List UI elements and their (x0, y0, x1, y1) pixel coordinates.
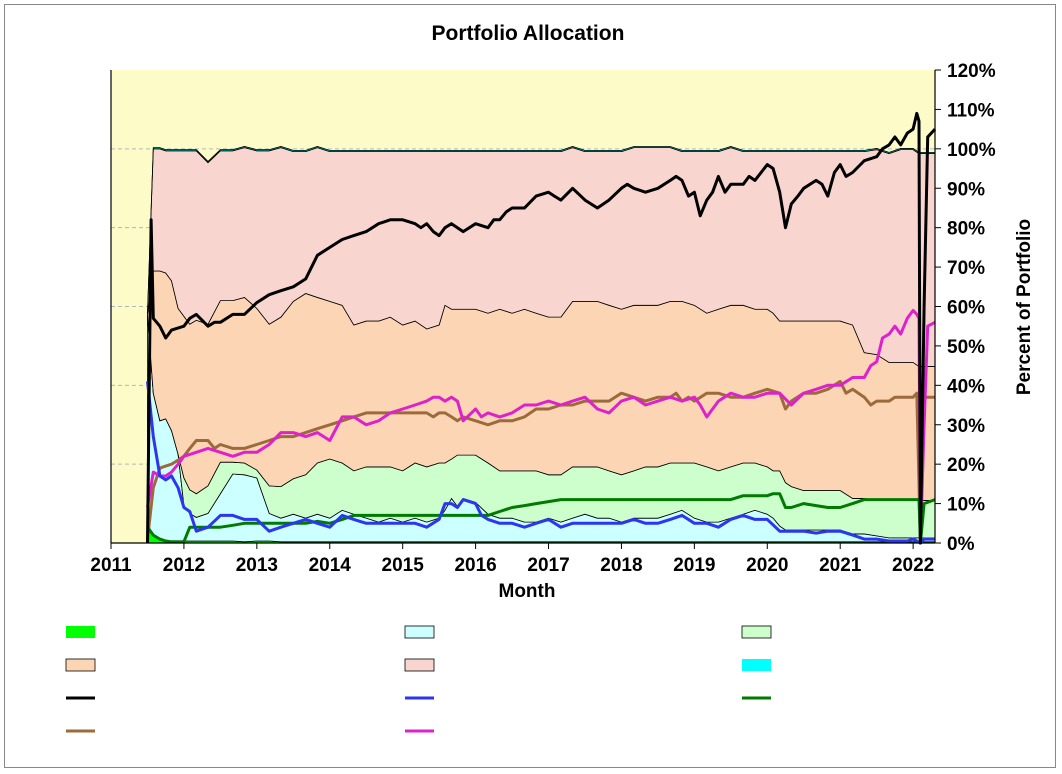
x-tick-label: 2012 (163, 555, 205, 576)
series-line_black (146, 111, 937, 545)
y-tick-label: 100% (947, 140, 996, 161)
series-line_green (146, 492, 936, 545)
y-tick-label: 80% (947, 219, 985, 240)
y-tick-label: 20% (947, 455, 985, 476)
y-axis-ticks: 0% 10% 20% 30% 40% 50% 60% 70% 80% 90% 100% 110% 120… (935, 61, 996, 555)
legend-swatch (741, 625, 772, 639)
x-tick-label: 2013 (236, 555, 278, 576)
y-tick-label: 30% (947, 416, 985, 437)
y-tick-label: 10% (947, 495, 985, 516)
y-tick-label: 70% (947, 258, 985, 279)
x-tick-label: 2016 (454, 555, 496, 576)
y-tick-label: 110% (947, 100, 995, 121)
legend-swatch (404, 625, 435, 639)
y-tick-label: 0% (947, 534, 975, 555)
x-tick-label: 2022 (892, 555, 934, 576)
x-tick-label: 2018 (600, 555, 642, 576)
series-line_blue (146, 381, 935, 545)
legend-swatch (742, 659, 771, 671)
legend-swatch (65, 658, 96, 672)
legend-swatch (404, 658, 435, 672)
y-tick-label: 50% (947, 337, 985, 358)
legend-swatch (66, 626, 95, 638)
x-tick-label: 2011 (90, 555, 132, 576)
x-axis-label: Month (499, 581, 556, 602)
x-tick-label: 2020 (746, 555, 788, 576)
series-line_magenta (146, 308, 936, 545)
y-tick-label: 40% (947, 376, 985, 397)
y-axis-label: Percent of Portfolio (1014, 219, 1035, 395)
x-axis-ticks: 2011 2012 2013 2014 2015 2016 2017 2018 2019 2020… (90, 543, 934, 576)
x-tick-label: 2015 (382, 555, 425, 576)
chart-title: Portfolio Allocation (432, 22, 625, 45)
x-tick-label: 2021 (819, 555, 862, 576)
y-tick-label: 90% (947, 179, 985, 200)
x-tick-label: 2014 (309, 555, 352, 576)
legend (65, 625, 772, 733)
y-tick-label: 120% (947, 61, 996, 82)
x-tick-label: 2017 (527, 555, 569, 576)
plot-area (110, 70, 937, 545)
y-tick-label: 60% (947, 298, 985, 319)
x-tick-label: 2019 (673, 555, 715, 576)
